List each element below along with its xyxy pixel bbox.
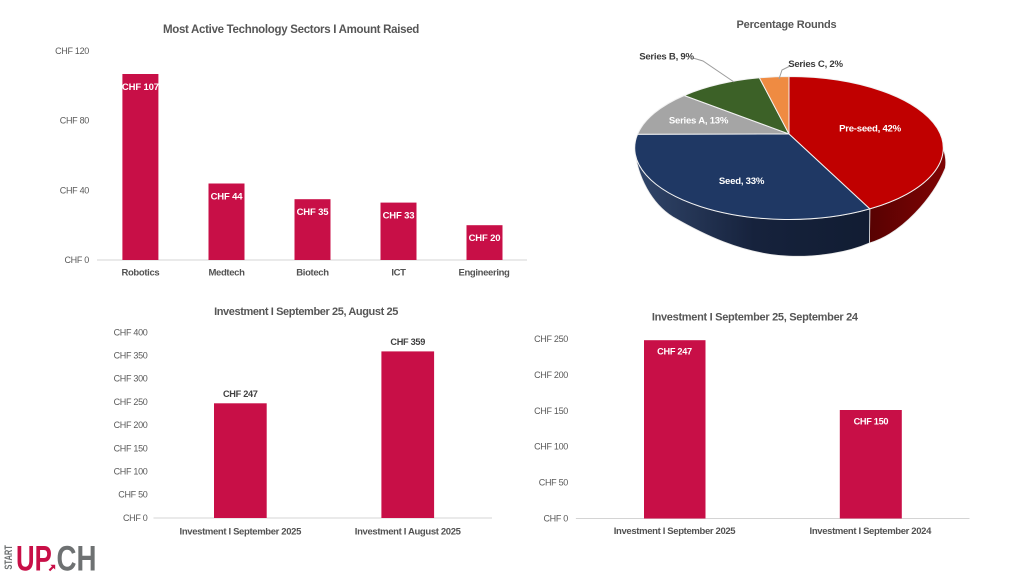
- svg-text:UP: UP: [16, 539, 52, 579]
- svg-text:ICT: ICT: [391, 268, 406, 279]
- svg-text:CHF 200: CHF 200: [534, 370, 568, 380]
- svg-text:CHF 100: CHF 100: [114, 467, 148, 477]
- svg-text:CH: CH: [57, 539, 97, 579]
- svg-text:Investment I September 2024: Investment I September 2024: [810, 526, 933, 537]
- svg-text:Investment I September 2025: Investment I September 2025: [614, 526, 737, 537]
- svg-text:CHF 107: CHF 107: [122, 82, 159, 93]
- svg-text:CHF 40: CHF 40: [60, 186, 90, 196]
- svg-text:CHF 400: CHF 400: [114, 327, 148, 337]
- svg-text:CHF 120: CHF 120: [55, 46, 89, 56]
- svg-text:Investment I September 25, Aug: Investment I September 25, August 25: [214, 306, 398, 318]
- svg-text:CHF 300: CHF 300: [114, 374, 148, 384]
- svg-text:Investment I September 2025: Investment I September 2025: [180, 527, 303, 538]
- svg-text:START: START: [3, 545, 15, 570]
- svg-text:CHF 250: CHF 250: [114, 397, 148, 407]
- svg-text:Investment I September 25, Sep: Investment I September 25, September 24: [652, 312, 859, 324]
- svg-text:Investment I August 2025: Investment I August 2025: [355, 527, 462, 538]
- svg-text:CHF 0: CHF 0: [64, 255, 89, 265]
- svg-text:CHF 0: CHF 0: [543, 514, 568, 524]
- svg-text:Percentage Rounds: Percentage Rounds: [737, 19, 837, 31]
- svg-text:CHF 250: CHF 250: [534, 334, 568, 344]
- svg-text:Seed, 33%: Seed, 33%: [719, 176, 765, 187]
- svg-text:CHF 150: CHF 150: [534, 406, 568, 416]
- svg-text:CHF 350: CHF 350: [114, 351, 148, 361]
- svg-text:Engineering: Engineering: [458, 268, 510, 279]
- svg-text:CHF 50: CHF 50: [118, 490, 148, 500]
- svg-text:CHF 35: CHF 35: [297, 207, 330, 218]
- svg-text:CHF 80: CHF 80: [60, 116, 90, 126]
- svg-text:Biotech: Biotech: [296, 268, 329, 279]
- svg-text:CHF 247: CHF 247: [657, 346, 692, 356]
- svg-text:Medtech: Medtech: [208, 268, 245, 279]
- svg-text:CHF 100: CHF 100: [534, 442, 568, 452]
- svg-text:CHF 247: CHF 247: [223, 389, 258, 399]
- svg-text:Robotics: Robotics: [121, 268, 159, 279]
- svg-text:CHF 200: CHF 200: [114, 420, 148, 430]
- svg-text:Most Active Technology Sectors: Most Active Technology Sectors I Amount …: [163, 24, 419, 36]
- svg-text:CHF 150: CHF 150: [854, 416, 889, 426]
- svg-text:CHF 20: CHF 20: [469, 233, 501, 244]
- svg-text:CHF 44: CHF 44: [211, 192, 244, 203]
- svg-text:Series B, 9%: Series B, 9%: [639, 52, 694, 63]
- svg-text:Series A, 13%: Series A, 13%: [669, 116, 729, 127]
- svg-text:CHF 0: CHF 0: [123, 513, 148, 523]
- svg-text:Series C, 2%: Series C, 2%: [788, 59, 843, 70]
- svg-text:CHF 50: CHF 50: [539, 478, 569, 488]
- svg-text:CHF 150: CHF 150: [114, 443, 148, 453]
- svg-text:CHF 33: CHF 33: [383, 211, 415, 222]
- svg-text:Pre-seed, 42%: Pre-seed, 42%: [839, 124, 902, 135]
- svg-text:CHF 359: CHF 359: [390, 337, 425, 347]
